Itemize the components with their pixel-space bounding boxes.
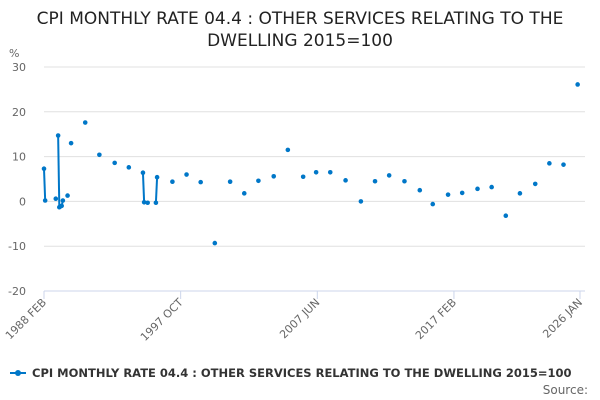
- data-point: [327, 169, 333, 175]
- data-point: [256, 178, 261, 184]
- data-point: [65, 193, 70, 198]
- data-point: [300, 174, 306, 180]
- data-point: [561, 162, 566, 167]
- data-point: [503, 213, 509, 219]
- data-point: [343, 178, 348, 183]
- data-point: [430, 201, 436, 207]
- x-tick-label: 2026 JAN: [540, 296, 585, 341]
- x-tick-label: 1997 OCT: [138, 296, 186, 344]
- data-point: [82, 120, 88, 125]
- data-point: [386, 173, 392, 178]
- data-point: [170, 179, 175, 184]
- x-tick-label: 1988 FEB: [3, 296, 49, 342]
- y-tick-label: 20: [12, 106, 26, 119]
- legend-swatch-icon: [10, 370, 26, 376]
- y-tick-label: -10: [8, 240, 26, 253]
- data-point: [445, 192, 451, 197]
- x-tick-label: 2007 JUN: [277, 296, 322, 341]
- series-line-segment: [141, 172, 146, 203]
- data-point: [145, 200, 150, 206]
- data-point: [59, 203, 64, 209]
- data-point: [184, 172, 189, 177]
- data-point: [227, 179, 233, 184]
- y-tick-label: 10: [12, 151, 26, 164]
- data-point: [475, 186, 480, 192]
- data-point: [42, 198, 48, 203]
- data-point: [313, 169, 319, 175]
- data-point: [372, 178, 378, 184]
- data-point: [97, 152, 102, 158]
- y-tick-label: -20: [8, 285, 26, 298]
- source-label: Source:: [542, 383, 588, 397]
- data-point: [112, 160, 117, 166]
- data-point: [241, 191, 247, 196]
- data-point: [517, 191, 523, 196]
- data-point: [417, 187, 423, 193]
- data-point: [141, 199, 147, 205]
- x-tick-label: 2017 FEB: [413, 296, 459, 342]
- data-point: [154, 174, 160, 180]
- y-axis-label: %: [9, 47, 19, 60]
- data-point: [126, 165, 132, 170]
- y-tick-label: 30: [12, 61, 26, 74]
- chart-title: CPI MONTHLY RATE 04.4 : OTHER SERVICES R…: [36, 9, 564, 51]
- data-point: [547, 161, 552, 166]
- legend-label: CPI MONTHLY RATE 04.4 : OTHER SERVICES R…: [32, 366, 572, 380]
- data-point: [358, 199, 364, 204]
- data-point: [459, 190, 465, 196]
- y-tick-label: 0: [19, 195, 26, 208]
- data-point: [402, 178, 407, 184]
- data-point: [53, 196, 59, 202]
- data-point: [153, 200, 159, 206]
- data-point: [212, 240, 218, 246]
- series-line-segment: [57, 135, 61, 208]
- data-point: [55, 133, 61, 138]
- series-line-segment: [43, 168, 47, 201]
- data-point: [198, 179, 203, 185]
- series-line-segment: [154, 177, 159, 203]
- legend[interactable]: CPI MONTHLY RATE 04.4 : OTHER SERVICES R…: [10, 366, 572, 380]
- data-point: [41, 166, 47, 171]
- data-point: [68, 140, 74, 146]
- data-point: [60, 198, 66, 203]
- data-point: [285, 147, 291, 153]
- data-point: [575, 82, 580, 87]
- data-point: [271, 174, 277, 179]
- data-point: [532, 181, 538, 187]
- data-point: [489, 184, 494, 190]
- data-point: [140, 170, 146, 176]
